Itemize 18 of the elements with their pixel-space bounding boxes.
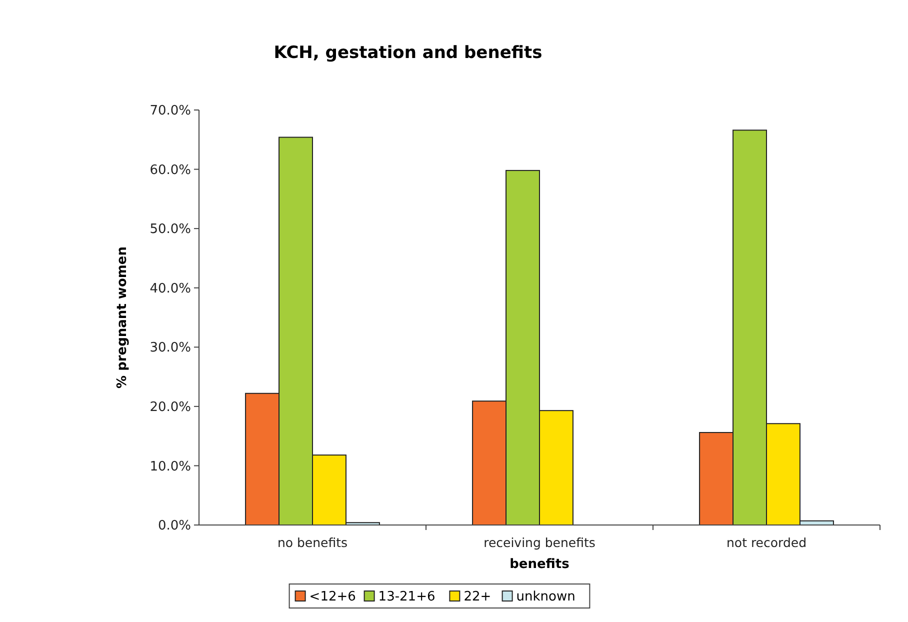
- y-tick-label: 20.0%: [150, 400, 191, 415]
- y-tick-label: 40.0%: [150, 281, 191, 296]
- y-tick-label: 70.0%: [150, 104, 191, 119]
- legend-label: <12+6: [309, 590, 356, 605]
- y-tick-label: 60.0%: [150, 162, 191, 178]
- legend-label: 22+: [464, 590, 492, 605]
- legend-label: unknown: [516, 590, 576, 605]
- y-tick-label: 0.0%: [158, 518, 191, 534]
- y-tick-label: 30.0%: [150, 340, 191, 356]
- y-axis-title: % pregnant women: [115, 246, 130, 388]
- x-axis-title: benefits: [510, 557, 570, 572]
- y-tick-label: 10.0%: [150, 459, 191, 474]
- x-tick-label: no benefits: [277, 535, 348, 550]
- chart-title: KCH, gestation and benefits: [274, 43, 542, 63]
- legend-label: 13-21+6: [378, 590, 436, 605]
- y-tick-label: 50.0%: [150, 222, 191, 238]
- x-tick-label: receiving benefits: [484, 535, 596, 550]
- x-tick-label: not recorded: [726, 535, 806, 550]
